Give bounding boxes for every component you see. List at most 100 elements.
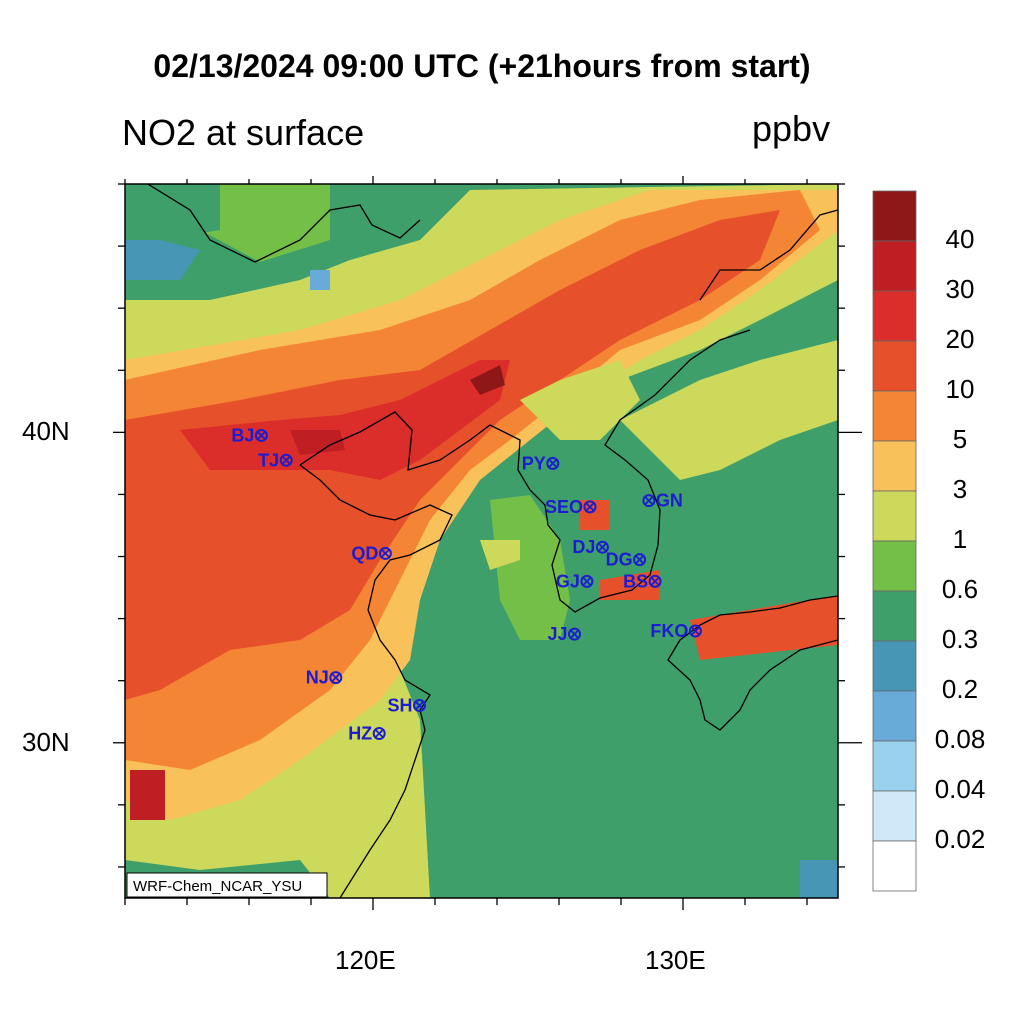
- station-marker-bj: BJ: [231, 425, 268, 445]
- station-circle-icon: [648, 574, 662, 588]
- station-marker-seo: SEO: [545, 497, 597, 517]
- station-label: FKO: [650, 621, 688, 641]
- station-cross-icon: [281, 455, 291, 465]
- no2-field-region: [520, 360, 640, 440]
- station-label: QD: [351, 543, 378, 563]
- station-marker-gj: GJ: [556, 571, 594, 591]
- colorbar-label: 0.04: [934, 774, 986, 804]
- station-marker-dg: DG: [606, 550, 647, 570]
- no2-field-region: [600, 570, 660, 600]
- no2-field-region: [310, 270, 330, 290]
- coastline-bohai-korea: [299, 329, 751, 613]
- colorbar-swatch: [872, 390, 917, 442]
- x-axis-label: 120E: [335, 945, 396, 975]
- no2-field-region: [130, 770, 165, 820]
- no2-field-region: [125, 184, 220, 240]
- no2-field-region: [125, 240, 200, 280]
- no2-field-region: [800, 860, 838, 898]
- colorbar-label: 10: [945, 374, 975, 404]
- station-marker-hz: HZ: [348, 723, 386, 743]
- colorbar-swatch: [872, 340, 917, 392]
- colorbar-label: 5: [952, 424, 968, 454]
- credit-box: [126, 872, 328, 898]
- y-axis-label: 30N: [22, 726, 70, 757]
- colorbar-swatch: [872, 790, 917, 842]
- no2-field-region: [480, 540, 520, 570]
- station-cross-icon: [644, 496, 654, 506]
- colorbar-swatch: [872, 690, 917, 742]
- station-circle-icon: [688, 624, 702, 638]
- no2-field-region: [470, 365, 505, 395]
- colorbar-label: 20: [945, 324, 975, 354]
- coastline-china-east: [339, 609, 431, 898]
- station-cross-icon: [548, 458, 558, 469]
- station-circle-icon: [279, 453, 293, 467]
- colorbar-swatch: [872, 190, 917, 242]
- colorbar-swatch: [872, 640, 917, 692]
- station-cross-icon: [690, 626, 701, 636]
- station-circle-icon: [378, 546, 392, 560]
- coastline-china-north: [146, 184, 421, 263]
- station-label: BS: [623, 571, 648, 591]
- colorbar-label: 1: [952, 524, 968, 554]
- station-marker-py: PY: [522, 453, 560, 473]
- variable-title: NO2 at surface: [122, 112, 365, 153]
- station-circle-icon: [633, 553, 647, 567]
- no2-field-region: [440, 640, 600, 898]
- colorbar-label: 40: [945, 224, 975, 254]
- colorbar-swatch: [872, 240, 917, 292]
- colorbar-label: 0.6: [941, 574, 979, 604]
- colorbar-swatch: [872, 490, 917, 542]
- x-axis-label: 130E: [645, 945, 706, 975]
- station-cross-icon: [585, 502, 595, 512]
- coastline-shandong: [299, 464, 453, 611]
- no2-field-region: [490, 495, 570, 640]
- station-cross-icon: [597, 542, 608, 552]
- no2-field-region: [690, 595, 838, 660]
- station-marker-jj: JJ: [547, 624, 581, 644]
- station-circle-icon: [642, 494, 656, 508]
- station-cross-icon: [256, 430, 267, 441]
- station-cross-icon: [650, 576, 660, 586]
- station-cross-icon: [331, 672, 341, 683]
- station-cross-icon: [582, 576, 592, 586]
- station-circle-icon: [583, 500, 597, 514]
- station-label: SH: [387, 696, 412, 716]
- coastline-manchuria: [699, 209, 838, 301]
- station-circle-icon: [254, 428, 268, 442]
- map-frame: [124, 183, 839, 899]
- station-marker-dj: DJ: [572, 537, 609, 557]
- station-label: SEO: [545, 497, 583, 517]
- station-circle-icon: [372, 726, 386, 740]
- station-cross-icon: [634, 554, 645, 565]
- station-label: DJ: [572, 537, 595, 557]
- station-label: TJ: [258, 450, 279, 470]
- coastline-japan: [667, 595, 838, 731]
- colorbar-swatch: [872, 590, 917, 642]
- no2-field-region: [600, 660, 838, 898]
- station-label: NJ: [306, 668, 329, 688]
- colorbar-label: 0.3: [941, 624, 979, 654]
- colorbar-label: 3: [952, 474, 968, 504]
- colorbar-label: 0.2: [941, 674, 979, 704]
- station-circle-icon: [546, 456, 560, 470]
- colorbar-swatch: [872, 540, 917, 592]
- station-label: GN: [656, 491, 683, 511]
- no2-field-region: [620, 340, 838, 480]
- station-cross-icon: [380, 548, 391, 559]
- station-label: HZ: [348, 723, 372, 743]
- station-label: GJ: [556, 571, 580, 591]
- station-marker-tj: TJ: [258, 450, 293, 470]
- main-title: 02/13/2024 09:00 UTC (+21hours from star…: [153, 48, 811, 84]
- no2-field-region: [180, 360, 510, 480]
- station-circle-icon: [580, 574, 594, 588]
- colorbar-swatch: [872, 440, 917, 492]
- station-cross-icon: [374, 728, 384, 739]
- colorbar-label: 0.08: [934, 724, 986, 754]
- station-marker-bs: BS: [623, 571, 662, 591]
- station-marker-qd: QD: [351, 543, 392, 563]
- station-label: PY: [522, 453, 546, 473]
- station-circle-icon: [568, 627, 581, 641]
- station-marker-nj: NJ: [306, 668, 343, 688]
